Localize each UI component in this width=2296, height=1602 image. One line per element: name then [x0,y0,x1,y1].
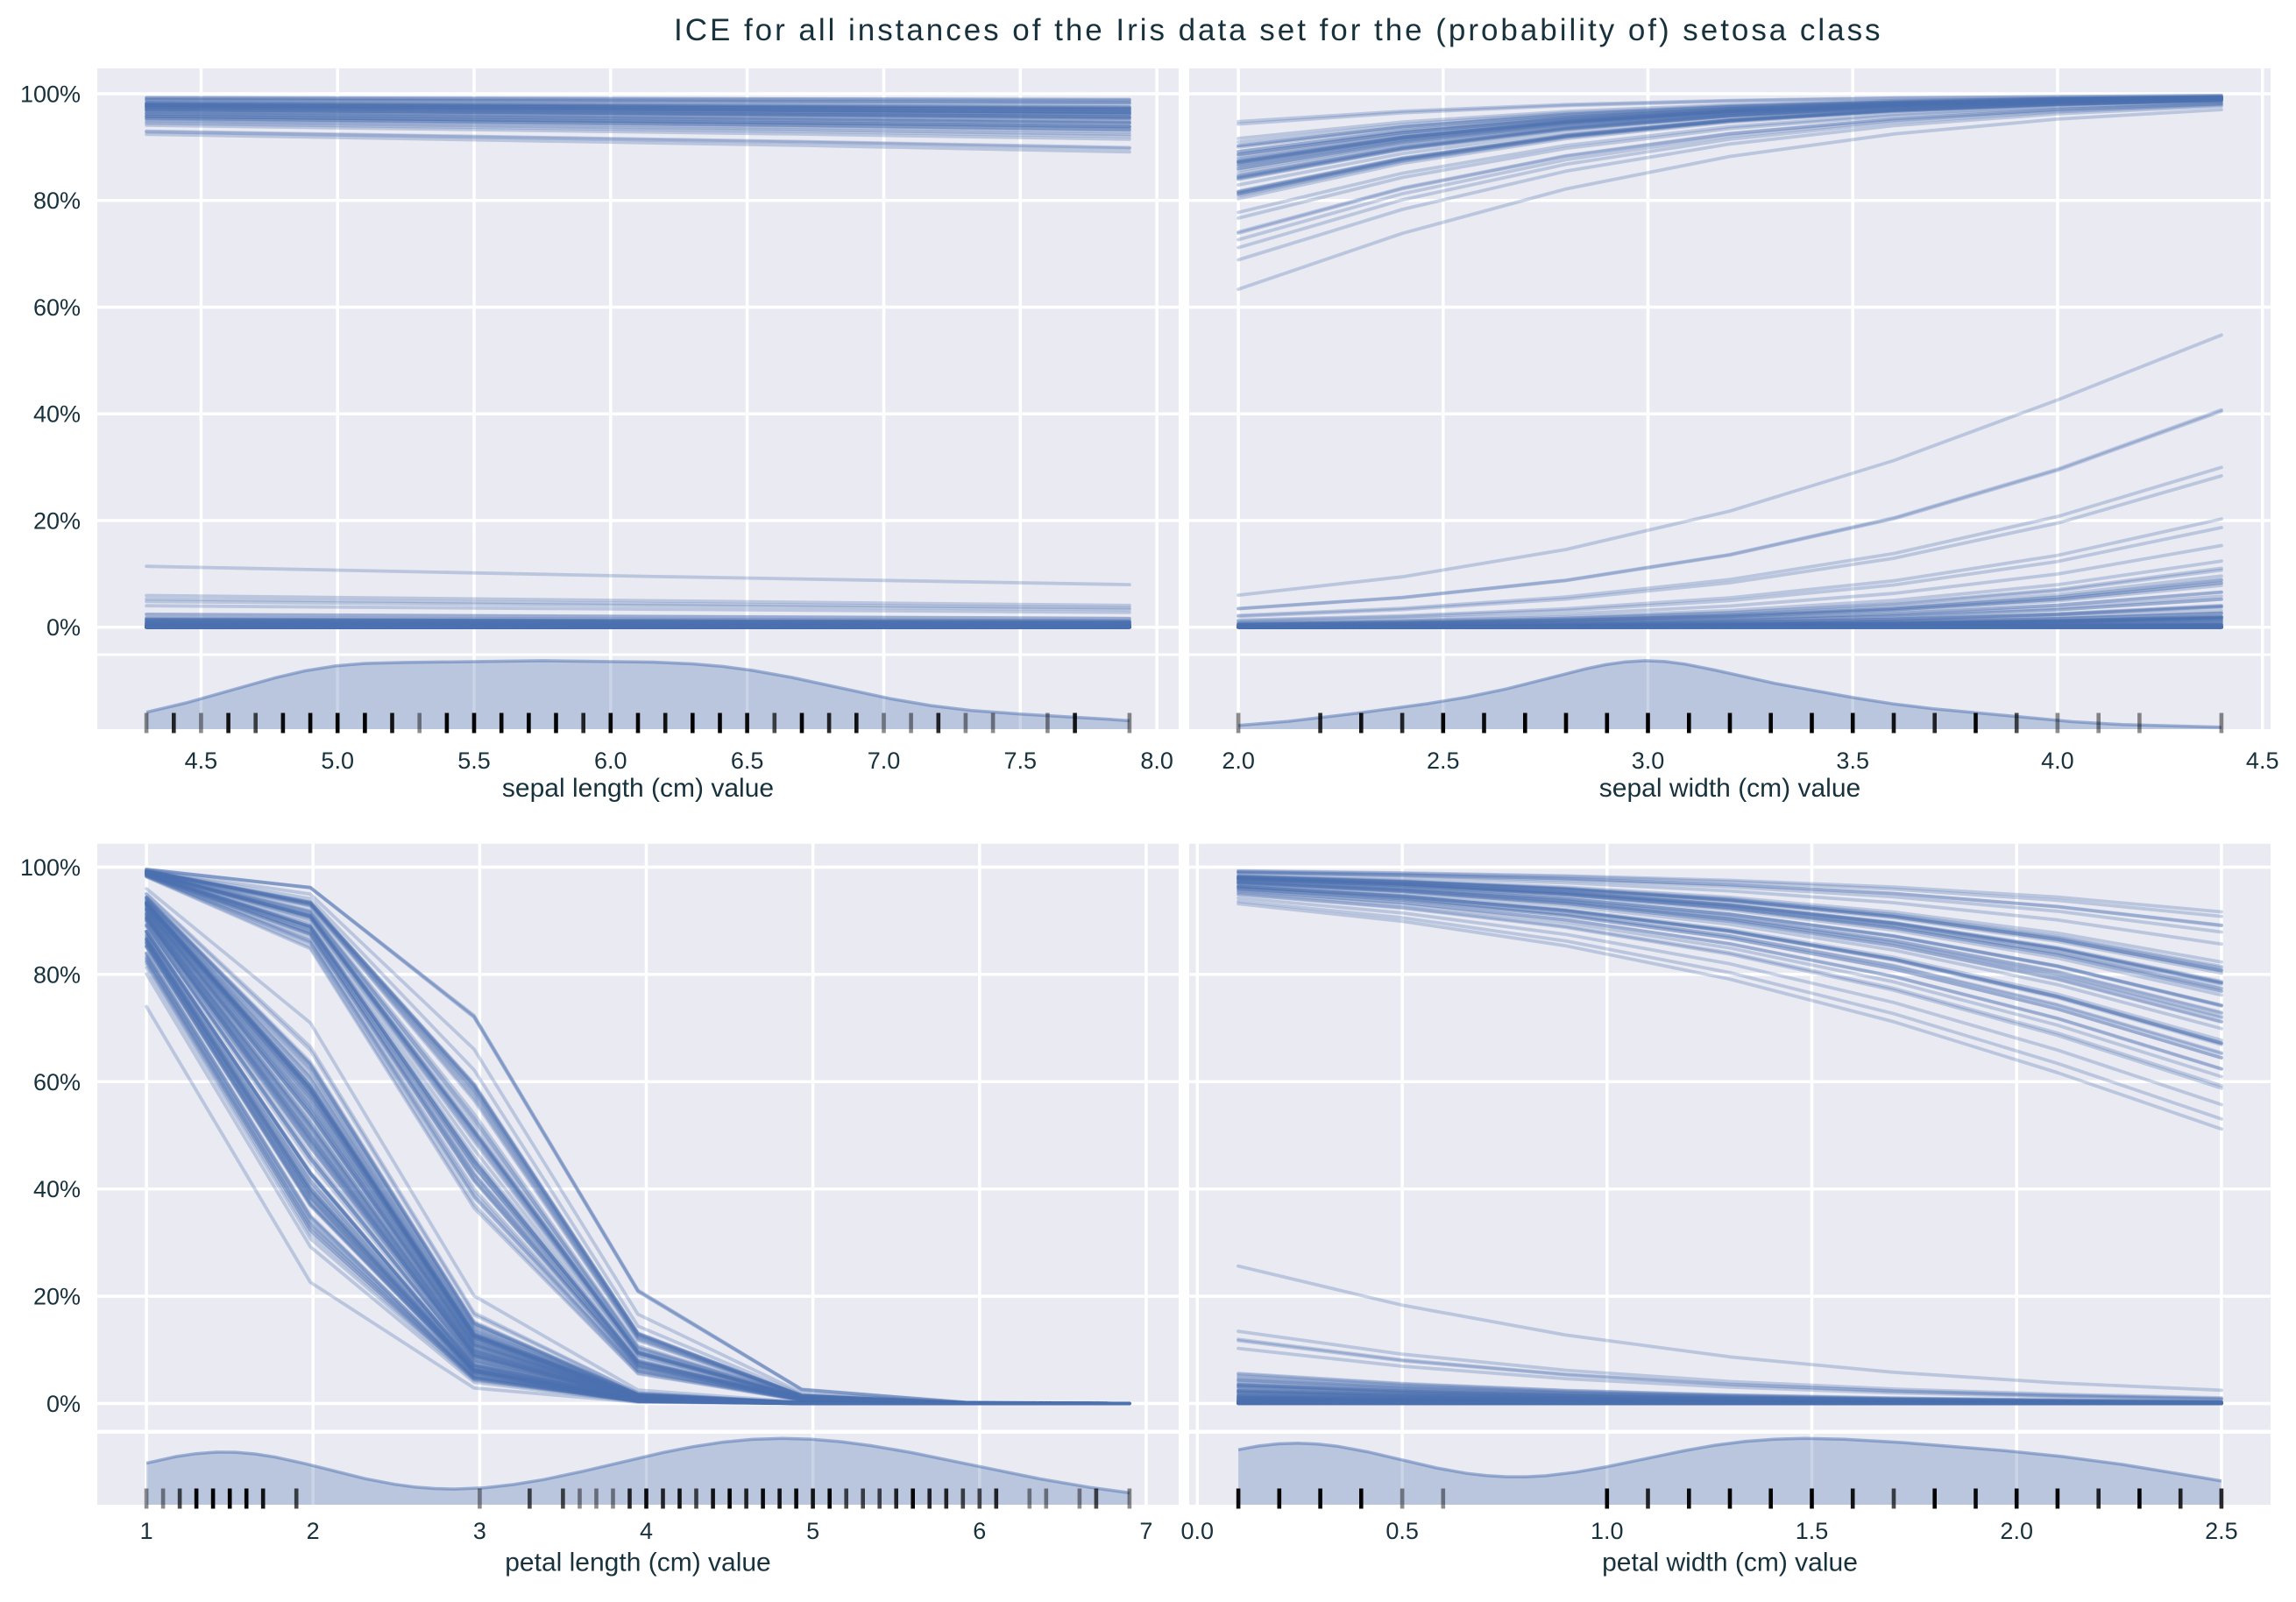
svg-text:sepal length (cm) value: sepal length (cm) value [502,774,774,803]
svg-text:sepal width (cm) value: sepal width (cm) value [1599,774,1860,803]
svg-text:1: 1 [140,1518,153,1544]
svg-text:6: 6 [973,1518,986,1544]
svg-text:5.5: 5.5 [457,748,491,774]
svg-text:100%: 100% [20,854,81,881]
svg-text:3: 3 [473,1518,486,1544]
svg-text:4: 4 [640,1518,653,1544]
svg-text:4.0: 4.0 [2041,748,2074,774]
svg-text:60%: 60% [33,1069,81,1095]
svg-text:1.0: 1.0 [1591,1518,1624,1544]
svg-text:80%: 80% [33,961,81,988]
svg-text:0.0: 0.0 [1181,1518,1215,1544]
svg-text:3.0: 3.0 [1632,748,1665,774]
svg-text:0%: 0% [46,614,81,641]
svg-text:7.0: 7.0 [868,748,901,774]
svg-text:5.0: 5.0 [321,748,354,774]
svg-text:7: 7 [1139,1518,1152,1544]
svg-text:4.5: 4.5 [2246,748,2279,774]
svg-text:4.5: 4.5 [185,748,218,774]
svg-text:3.5: 3.5 [1836,748,1869,774]
svg-text:ICE for all instances of the I: ICE for all instances of the Iris data s… [674,13,1883,47]
svg-text:petal width (cm) value: petal width (cm) value [1602,1549,1858,1577]
svg-text:2.5: 2.5 [2205,1518,2238,1544]
svg-text:20%: 20% [33,508,81,535]
svg-text:petal length (cm) value: petal length (cm) value [505,1549,771,1577]
svg-text:40%: 40% [33,1176,81,1202]
svg-text:1.5: 1.5 [1796,1518,1829,1544]
svg-text:8.0: 8.0 [1140,748,1173,774]
svg-text:0%: 0% [46,1391,81,1417]
svg-text:2.0: 2.0 [2000,1518,2033,1544]
svg-text:2.5: 2.5 [1427,748,1460,774]
svg-text:5: 5 [806,1518,819,1544]
svg-text:80%: 80% [33,188,81,214]
svg-text:100%: 100% [20,82,81,108]
svg-text:6.0: 6.0 [594,748,627,774]
svg-text:40%: 40% [33,401,81,428]
svg-text:2.0: 2.0 [1222,748,1255,774]
svg-text:20%: 20% [33,1284,81,1310]
svg-text:0.5: 0.5 [1385,1518,1419,1544]
svg-text:7.5: 7.5 [1004,748,1038,774]
svg-text:60%: 60% [33,294,81,321]
svg-text:2: 2 [307,1518,320,1544]
svg-text:6.5: 6.5 [731,748,764,774]
